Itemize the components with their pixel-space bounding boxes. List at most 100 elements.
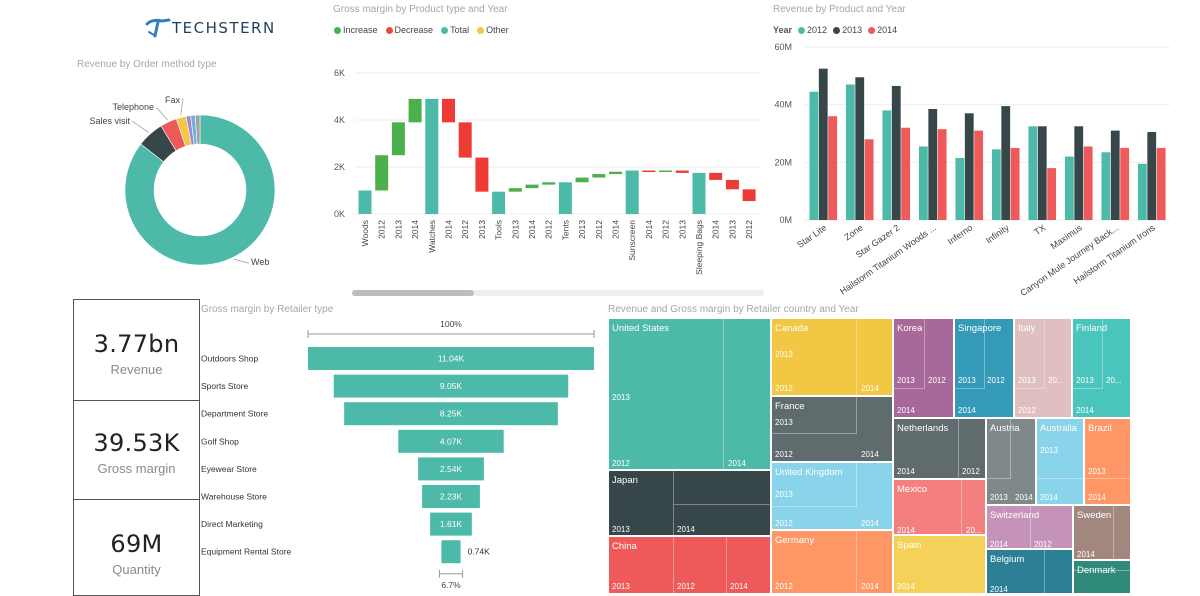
waterfall-legend: Increase Decrease Total Other [334, 25, 509, 35]
funnel-title: Gross margin by Retailer type [201, 304, 334, 315]
treemap-year-label: 2014 [897, 406, 915, 415]
waterfall-x-label: 2012 [744, 220, 754, 239]
treemap-country-label: Singapore [958, 323, 1002, 334]
funnel-category-label: Sports Store [201, 381, 249, 391]
clustered-bar-9-2 [1156, 147, 1166, 220]
treemap-year-label: 20... [966, 526, 982, 535]
treemap-subcell [894, 319, 925, 389]
clustered-legend-item: 2013 [833, 25, 862, 35]
waterfall-bar-23 [742, 189, 756, 202]
treemap-subcell [724, 319, 770, 469]
waterfall-x-label: Sleeping Bags [694, 220, 704, 275]
treemap-cell-belgium[interactable]: Belgium 2014 [986, 549, 1073, 594]
waterfall-scrollbar-thumb[interactable] [352, 290, 474, 296]
treemap-year-label: 2013 [612, 582, 630, 591]
treemap-cell-france[interactable]: France 2013 2012 2014 [771, 396, 893, 462]
waterfall-legend-item: Total [441, 25, 469, 35]
treemap-cell-austria[interactable]: Austria 2013 2014 [986, 418, 1036, 505]
clustered-bar-9-1 [1147, 132, 1157, 220]
clustered-bar-0-2 [828, 116, 838, 220]
waterfall-legend-label: Decrease [394, 25, 434, 35]
clustered-legend-label: 2012 [807, 25, 828, 35]
treemap-subcell [772, 531, 857, 593]
treemap-country-label: Brazil [1088, 423, 1112, 434]
waterfall-bar-6 [458, 122, 472, 158]
legend-dot-icon [833, 26, 841, 34]
clustered-bar-6-0 [1028, 126, 1038, 220]
treemap-country-label: Netherlands [897, 423, 949, 434]
treemap-cell-united-kingdom[interactable]: United Kingdom 2013 2012 2014 [771, 462, 893, 530]
treemap-title: Revenue and Gross margin by Retailer cou… [608, 304, 859, 315]
clustered-legend-label: 2013 [842, 25, 863, 35]
funnel-bar-3 [398, 429, 504, 453]
waterfall-bar-2 [391, 122, 405, 156]
treemap-cell-sweden[interactable]: Sweden 2014 [1073, 505, 1131, 560]
funnel-value-label: 2.23K [440, 492, 463, 502]
clustered-legend-label: 2014 [877, 25, 898, 35]
treemap-subcell [674, 537, 727, 593]
kpi-quantity-label: Quantity [112, 562, 161, 577]
waterfall-x-label: 2013 [510, 220, 520, 239]
waterfall-scrollbar[interactable] [352, 290, 764, 296]
waterfall-legend-label: Increase [343, 25, 378, 35]
clustered-bar-7-1 [1074, 126, 1084, 220]
treemap-cell-denmark[interactable]: Denmark [1073, 560, 1131, 594]
treemap-year-label: 2014 [861, 519, 879, 528]
clustered-bar-5-0 [991, 149, 1001, 220]
clustered-bar-1-2 [864, 139, 874, 220]
treemap-cell-japan[interactable]: Japan 2013 2014 [608, 470, 771, 536]
clustered-bar-5-2 [1010, 147, 1020, 220]
treemap-cell-switzerland[interactable]: Switzerland 2014 2012 [986, 505, 1073, 549]
treemap-year-label: 2012 [928, 376, 946, 385]
clustered-bar-7-2 [1083, 146, 1093, 220]
treemap-cell-spain[interactable]: Spain 2014 [893, 535, 986, 594]
treemap-cell-australia[interactable]: Australia 2013 2014 [1036, 418, 1084, 505]
treemap-cell-singapore[interactable]: Singapore 2013 2012 2014 [954, 318, 1014, 418]
treemap-year-label: 2012 [987, 376, 1005, 385]
treemap-cell-china[interactable]: China 2013 2012 2014 [608, 536, 771, 594]
treemap-cell-italy[interactable]: Italy 2013 20... 2012 [1014, 318, 1072, 418]
treemap-cell-korea[interactable]: Korea 2013 2012 2014 [893, 318, 954, 418]
treemap-subcell [894, 419, 959, 478]
treemap-cell-finland[interactable]: Finland 2013 20... 2014 [1072, 318, 1131, 418]
clustered-y-tick: 60M [774, 42, 792, 52]
waterfall-legend-item: Other [477, 25, 509, 35]
clustered-x-label: Inferno [946, 222, 975, 246]
treemap-country-label: Italy [1018, 323, 1036, 334]
treemap-subcell [1073, 319, 1103, 389]
treemap-year-label: 2014 [990, 585, 1008, 594]
treemap-cell-mexico[interactable]: Mexico 2014 20... [893, 479, 986, 535]
waterfall-legend-item: Decrease [385, 25, 434, 35]
donut-label-sales-visit: Sales visit [89, 116, 130, 126]
waterfall-x-label: 2012 [460, 220, 470, 239]
waterfall-x-label: 2014 [410, 220, 420, 239]
treemap-subcell [987, 419, 1011, 479]
treemap-year-label: 2012 [1034, 540, 1052, 549]
treemap-year-label: 2014 [1077, 550, 1095, 559]
treemap-cell-canada[interactable]: Canada 2013 2012 2014 [771, 318, 893, 396]
clustered-x-label: TX [1032, 222, 1047, 237]
treemap-cell-netherlands[interactable]: Netherlands 2014 2012 [893, 418, 986, 479]
clustered-bar-7-0 [1064, 156, 1074, 220]
waterfall-legend-label: Total [450, 25, 470, 35]
treemap-year-label: 2013 [1088, 467, 1106, 476]
donut-title: Revenue by Order method type [77, 59, 217, 70]
clustered-bar-3-1 [928, 108, 938, 220]
treemap-cell-brazil[interactable]: Brazil 2013 2014 [1084, 418, 1131, 505]
clustered-legend-item: 2014 [868, 25, 897, 35]
kpi-gross-margin-value: 39.53K [93, 429, 180, 457]
treemap-year-label: 2013 [1040, 446, 1058, 455]
waterfall-bar-11 [542, 182, 556, 185]
waterfall-bar-10 [525, 184, 539, 189]
waterfall-x-label: 2012 [544, 220, 554, 239]
waterfall-bar-20 [692, 172, 706, 214]
treemap-country-label: Canada [775, 323, 809, 334]
treemap-cell-united-states[interactable]: United States 2013 2012 2014 [608, 318, 771, 470]
treemap-year-label: 2014 [1015, 493, 1033, 502]
funnel-value-label: 11.04K [438, 354, 465, 364]
waterfall-x-label: 2012 [377, 220, 387, 239]
clustered-bar-2-2 [901, 127, 911, 220]
treemap-cell-germany[interactable]: Germany 2012 2014 [771, 530, 893, 594]
donut-chart: Web Sales visit Telephone Fax [89, 95, 276, 267]
